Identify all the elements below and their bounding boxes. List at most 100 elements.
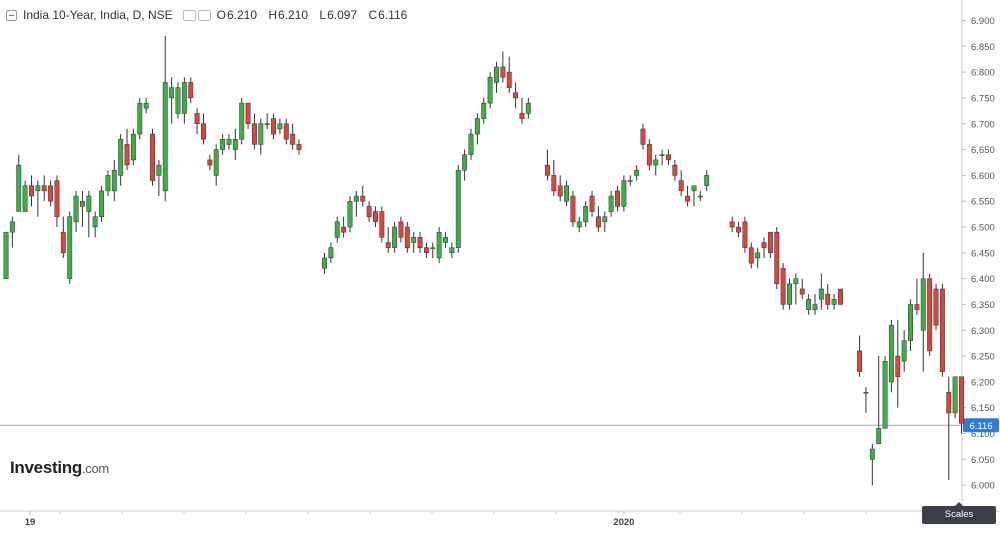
scales-properties-tooltip[interactable]: Scales Properties [922, 502, 996, 538]
candle-body [99, 190, 104, 217]
candle-body [646, 144, 652, 166]
collapse-icon[interactable] [6, 9, 17, 21]
x-tick-label: 2020 [613, 517, 634, 528]
candle-body [79, 200, 85, 207]
candle-body [423, 247, 429, 254]
candle-body [411, 237, 417, 243]
candle-body [927, 278, 933, 352]
candlestick-chart[interactable]: 6.900 6.850 6.800 6.750 6.700 6.650 6.600 6.550… [0, 0, 1000, 531]
y-tick-label: 6.000 [971, 481, 995, 492]
eye-icon[interactable] [182, 9, 196, 21]
y-tick-label: 6.200 [971, 377, 995, 388]
y-tick-label: 6.250 [971, 352, 995, 363]
candle-body [360, 195, 366, 202]
visibility-icons[interactable] [182, 9, 211, 21]
candle-body [557, 185, 563, 197]
candle-body [232, 138, 238, 150]
candle-body [67, 216, 73, 279]
candle-body [16, 164, 22, 212]
candle-body [857, 350, 863, 372]
candle-body [799, 288, 805, 295]
candle-body [615, 190, 620, 207]
candle-body [353, 195, 359, 202]
candle-body [908, 304, 913, 341]
candle-body [41, 185, 47, 192]
candle-body [519, 113, 525, 119]
candle-body [869, 448, 875, 460]
candle-body [729, 221, 735, 228]
candle-body [271, 118, 276, 135]
candle-body [48, 185, 54, 202]
candle-body [767, 231, 773, 254]
candle-body [35, 185, 41, 192]
candle-body [653, 159, 659, 166]
candle-body [748, 247, 754, 264]
candle-body [462, 154, 468, 171]
y-tick-label: 6.850 [971, 42, 995, 53]
y-tick-label: 6.550 [971, 197, 995, 208]
candle-body [54, 180, 60, 217]
chart-header: India 10-Year, India, D, NSE O6.210 H6.2… [6, 8, 415, 22]
candle-body [251, 123, 257, 145]
candle-body [678, 180, 684, 192]
y-tick-label: 6.750 [971, 93, 995, 104]
y-tick-label: 6.500 [971, 223, 995, 234]
candle-body [939, 288, 945, 372]
current-price-tag [963, 418, 999, 433]
candle-body [500, 66, 506, 78]
candle-body [959, 376, 964, 424]
candle-body [602, 216, 608, 223]
y-tick-label: 6.050 [971, 455, 995, 466]
candle-body [914, 304, 920, 310]
candle-body [258, 123, 264, 145]
candle-body [685, 195, 691, 202]
candle-body [366, 206, 372, 217]
settings-icon[interactable] [197, 9, 211, 21]
candle-body [787, 283, 792, 305]
candle-body [29, 185, 34, 197]
candle-body [487, 77, 493, 104]
close-value: 6.116 [378, 8, 408, 22]
candle-body [634, 169, 640, 176]
candle-body [264, 123, 270, 126]
candle-body [895, 355, 901, 378]
candle-body [583, 206, 589, 223]
candle-body [761, 242, 767, 248]
candle-body [379, 211, 385, 238]
candle-body [838, 288, 843, 305]
candle-body [213, 149, 219, 176]
candle-body [347, 200, 353, 228]
candle-body [793, 278, 799, 285]
candle-body [806, 299, 812, 310]
candle-body [876, 428, 882, 445]
candle-body [825, 293, 831, 305]
candle-body [812, 304, 818, 310]
candle-body [207, 159, 213, 166]
candle-body [455, 169, 461, 248]
candle-body [831, 299, 837, 305]
candle-body [341, 226, 347, 233]
candle-body [188, 82, 194, 99]
candle-body [245, 102, 251, 125]
candle-body [417, 237, 423, 248]
investing-logo: Investing.com [10, 458, 109, 477]
candle-body [169, 87, 175, 99]
candle-body [373, 211, 378, 223]
candle-body [296, 144, 302, 150]
candle-body [162, 82, 168, 192]
candle-body [736, 226, 741, 233]
y-tick-label: 6.700 [971, 119, 995, 130]
candle-body [551, 175, 557, 192]
candle-body [404, 226, 410, 248]
candle-body [697, 195, 703, 198]
candle-body [659, 154, 665, 156]
candle-body [589, 195, 595, 212]
candle-body [150, 133, 155, 181]
candle-body [328, 247, 334, 259]
candle-body [86, 195, 92, 212]
candle-body [334, 221, 340, 238]
candle-body [576, 221, 582, 228]
candle-body [220, 138, 226, 150]
candle-body [430, 247, 436, 249]
